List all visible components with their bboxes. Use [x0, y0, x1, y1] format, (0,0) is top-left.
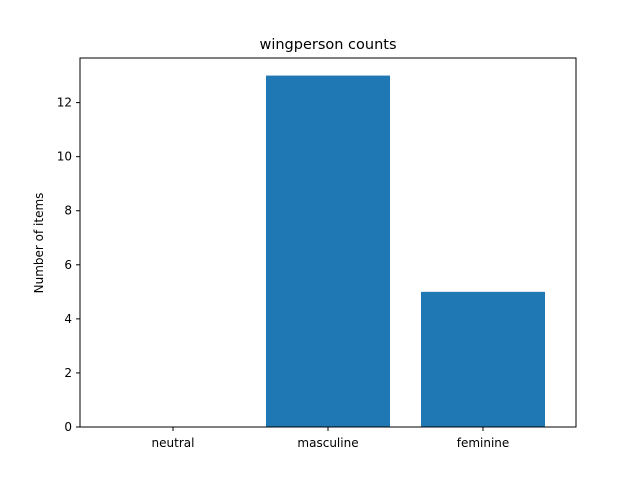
y-tick-label-12: 12: [57, 96, 72, 110]
y-tick-label-0: 0: [64, 420, 72, 434]
y-tick-label-4: 4: [64, 312, 72, 326]
plot-frame: [79, 57, 577, 428]
x-tick-label-feminine: feminine: [457, 436, 510, 450]
bar-feminine: [421, 291, 545, 427]
x-tick-label-masculine: masculine: [297, 436, 358, 450]
x-axis: neutral masculine feminine: [152, 427, 510, 450]
chart-title: wingperson counts: [259, 37, 396, 53]
x-tick-label-neutral: neutral: [152, 436, 195, 450]
y-tick-label-6: 6: [64, 258, 72, 272]
bar-masculine: [266, 75, 390, 428]
bars-group: [266, 75, 545, 428]
y-axis: 0 2 4 6 8 10 12: [57, 96, 80, 434]
y-axis-label: Number of items: [32, 193, 46, 294]
y-tick-label-2: 2: [64, 366, 72, 380]
y-tick-label-10: 10: [57, 150, 72, 164]
y-tick-label-8: 8: [64, 204, 72, 218]
